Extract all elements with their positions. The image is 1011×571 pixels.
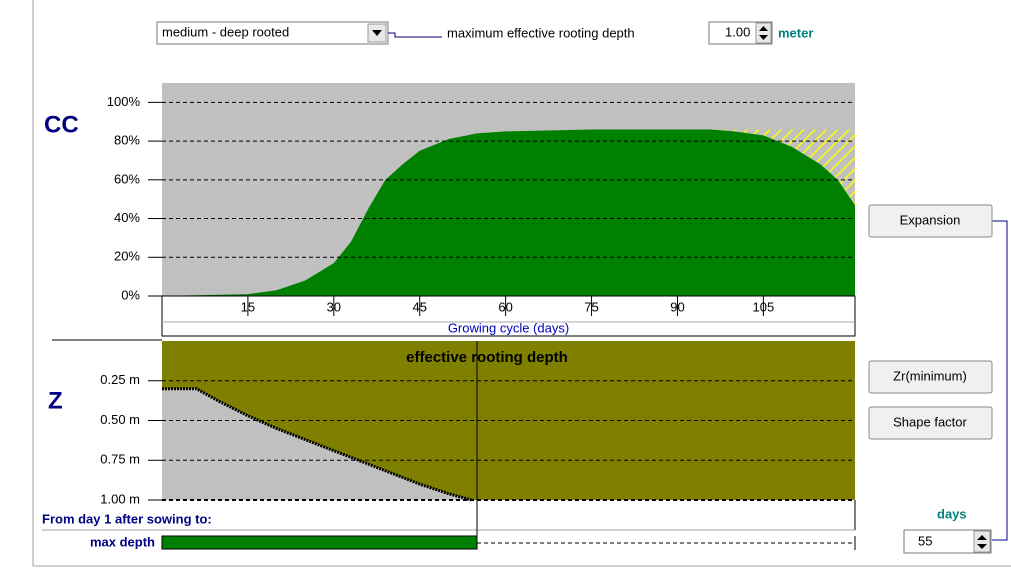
unit: meter: [778, 25, 813, 40]
z-label: Z: [48, 387, 63, 414]
x-tick-label: 45: [412, 299, 426, 314]
y-tick-label: 0.50 m: [100, 412, 140, 427]
y-tick-label: 20%: [114, 249, 140, 264]
days-value: 55: [918, 533, 932, 548]
cc-label: CC: [44, 111, 79, 138]
x-tick-label: 30: [327, 299, 341, 314]
x-tick-label: 105: [753, 299, 775, 314]
from-label: From day 1 after sowing to:: [42, 511, 212, 526]
x-tick-label: 75: [584, 299, 598, 314]
days-label: days: [937, 506, 967, 521]
x-tick-label: 15: [241, 299, 255, 314]
button-label: Shape factor: [893, 414, 967, 429]
x-axis-title: Growing cycle (days): [448, 320, 569, 335]
spin-buttons[interactable]: [755, 22, 772, 44]
row-label: max depth: [90, 534, 155, 549]
y-tick-label: 100%: [107, 94, 141, 109]
canopy-area: [162, 129, 855, 296]
y-tick-label: 0.75 m: [100, 452, 140, 467]
y-tick-label: 40%: [114, 210, 140, 225]
y-tick-label: 60%: [114, 171, 140, 186]
x-tick-label: 90: [670, 299, 684, 314]
root-title: effective rooting depth: [406, 349, 568, 366]
depth-label: maximum effective rooting depth: [447, 25, 635, 40]
days-spin[interactable]: [903, 529, 992, 554]
spin-arrows: [977, 535, 987, 549]
button[interactable]: [868, 204, 993, 238]
dropdown-arrow: [372, 30, 382, 36]
root-depth-line: [162, 387, 472, 502]
button-label: Expansion: [900, 212, 961, 227]
x-axis-band: [161, 295, 856, 337]
button[interactable]: [868, 406, 993, 440]
max-depth-bar: [161, 535, 478, 550]
connector: [388, 32, 442, 38]
dropdown-text: medium - deep rooted: [162, 24, 289, 39]
hatch-area: [711, 129, 855, 205]
x-tick-label: 60: [498, 299, 512, 314]
spin-arrows: [759, 26, 768, 40]
spin-buttons[interactable]: [973, 530, 991, 553]
y-tick-label: 80%: [114, 133, 140, 148]
button-label: Zr(minimum): [893, 368, 967, 383]
connector: [992, 220, 1008, 541]
y-tick-label: 1.00 m: [100, 491, 140, 506]
y-tick-label: 0.25 m: [100, 372, 140, 387]
depth-value: 1.00: [725, 24, 750, 39]
y-tick-label: 0%: [121, 287, 140, 302]
unrooted-area: [162, 388, 472, 500]
button[interactable]: [868, 360, 993, 394]
